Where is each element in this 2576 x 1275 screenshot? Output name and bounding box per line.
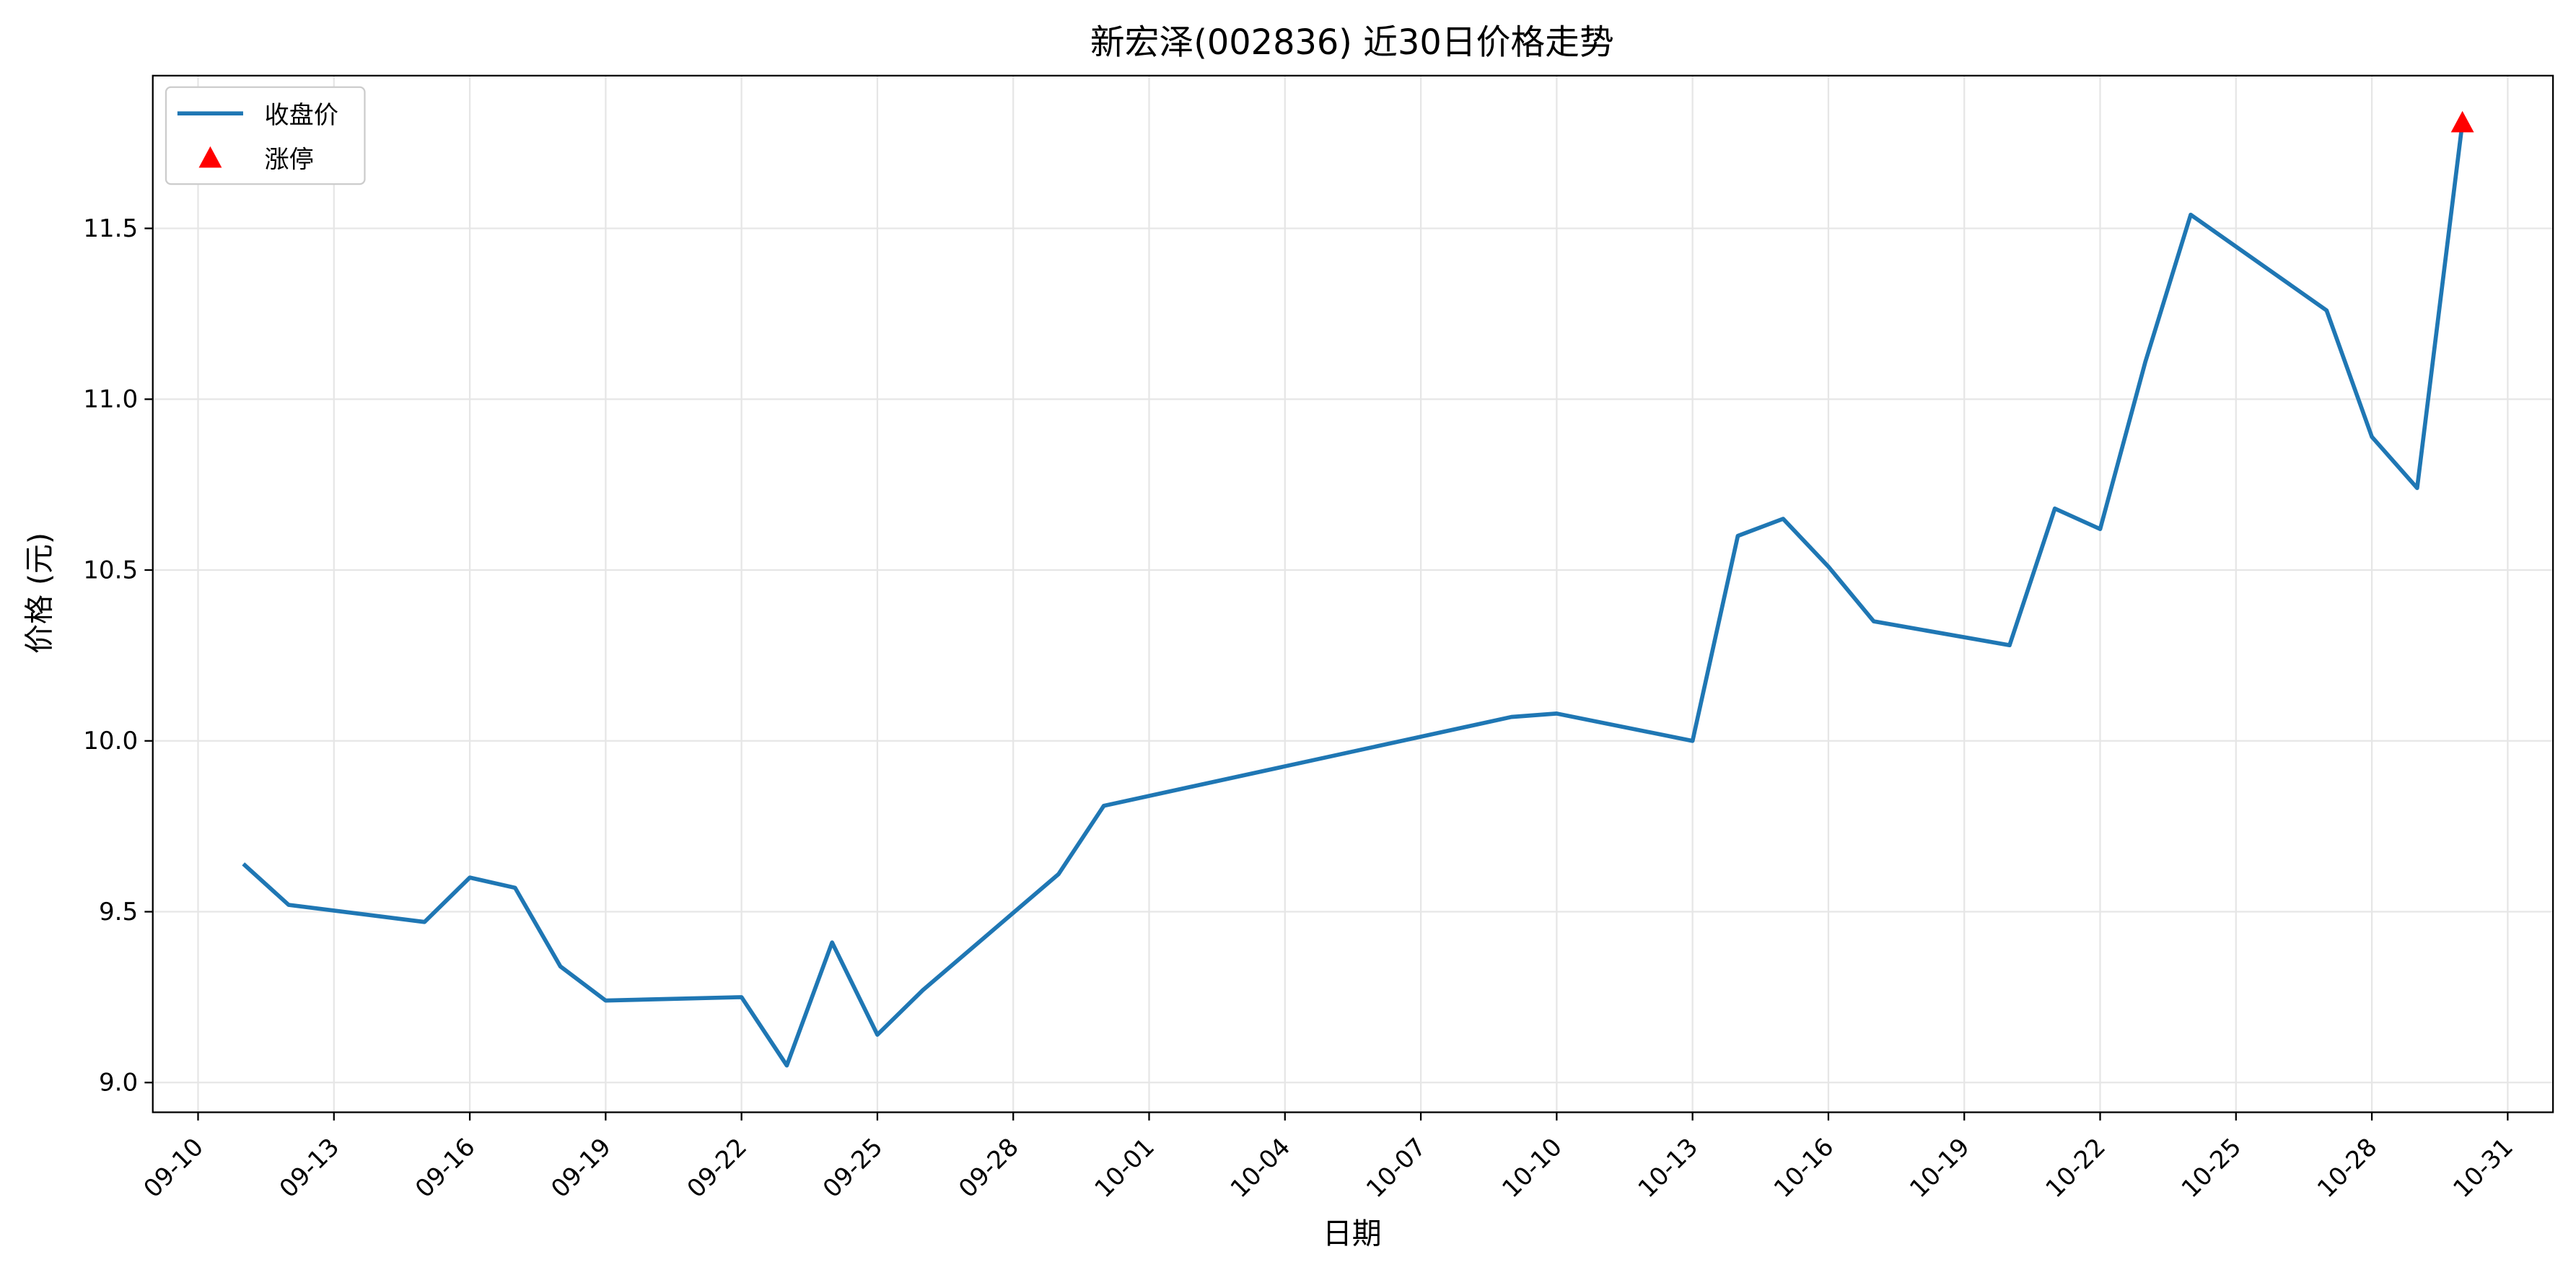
x-tick-label: 09-22 [682, 1133, 753, 1204]
x-tick-label: 10-22 [2041, 1133, 2111, 1204]
x-tick-label: 10-19 [1904, 1133, 1975, 1204]
y-axis-label: 价格 (元) [22, 533, 56, 654]
plot-frame [152, 74, 2554, 1113]
x-tick-label: 10-04 [1225, 1133, 1296, 1204]
y-tick-label: 10.5 [83, 556, 138, 584]
x-axis-label: 日期 [1323, 1217, 1382, 1251]
x-tick-label: 10-28 [2312, 1133, 2383, 1204]
y-tick-label: 9.5 [99, 898, 138, 926]
x-tick-label: 09-19 [546, 1133, 616, 1204]
x-tick-label: 09-25 [818, 1133, 888, 1204]
x-tick-label: 10-16 [1769, 1133, 1839, 1204]
y-tick-label: 11.5 [83, 214, 138, 243]
y-tick-label: 11.0 [83, 385, 138, 414]
x-tick-label: 10-10 [1497, 1133, 1567, 1204]
x-tick-label: 09-10 [139, 1133, 209, 1204]
x-tick-label: 09-13 [274, 1133, 345, 1204]
y-tick-label: 9.0 [99, 1069, 138, 1097]
x-tick-label: 09-16 [410, 1133, 481, 1204]
legend-label: 涨停 [265, 145, 314, 174]
x-tick-label: 10-25 [2176, 1133, 2247, 1204]
price-line [242, 122, 2465, 1068]
legend-label: 收盘价 [265, 101, 338, 130]
x-tick-label: 10-07 [1361, 1133, 1432, 1204]
chart-title: 新宏泽(002836) 近30日价格走势 [1090, 23, 1614, 63]
x-tick-label: 10-13 [1633, 1133, 1704, 1204]
legend-marker [198, 146, 222, 168]
limit-up-marker [2450, 110, 2474, 133]
x-tick-label: 10-31 [2448, 1133, 2518, 1204]
x-tick-label: 09-28 [953, 1133, 1024, 1204]
y-tick-label: 10.0 [83, 727, 138, 755]
x-tick-label: 10-01 [1090, 1133, 1160, 1204]
